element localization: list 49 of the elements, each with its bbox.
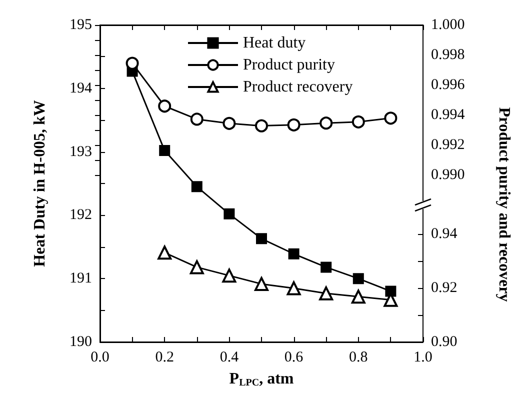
x-tick-label: 0.6 (284, 350, 304, 366)
y-tick-label: 195 (70, 17, 92, 33)
x-tick-label: 0.0 (90, 350, 110, 366)
point (287, 118, 300, 132)
y2-tick-label: 0.992 (431, 137, 465, 154)
point (222, 268, 236, 283)
point (352, 115, 365, 128)
x-tick-label: 1.0 (414, 350, 432, 366)
point (224, 208, 235, 220)
y-tick-label: 191 (70, 270, 92, 287)
point (384, 112, 398, 125)
y2-tick-label: 0.996 (431, 77, 466, 94)
y-tick-label: 194 (70, 80, 92, 96)
point (320, 116, 333, 130)
point (126, 56, 139, 70)
y2-tick-label: 1.000 (431, 17, 465, 33)
y-axis-title: Heat Duty in H-005, kW (32, 100, 48, 267)
y2-tick-label: 0.998 (431, 47, 465, 64)
point (158, 100, 172, 113)
y2-axis-title: Product purity and recovery (496, 107, 512, 302)
legend-label: Product recovery (243, 78, 353, 96)
x-tick-label: 0.2 (155, 350, 174, 366)
point (190, 112, 204, 126)
point (351, 290, 366, 304)
point (319, 286, 334, 300)
point (222, 116, 236, 130)
y3-tick-label: 0.90 (431, 334, 458, 350)
point (255, 119, 268, 132)
legend-label: Product purity (243, 56, 335, 74)
point (254, 276, 268, 291)
point (191, 181, 202, 192)
point (286, 281, 301, 296)
x-tick-label: 0.4 (220, 350, 240, 366)
y3-tick-label: 0.92 (431, 280, 458, 296)
legend-label: Heat duty (243, 34, 306, 52)
point (190, 260, 204, 274)
y2-tick-label: 0.990 (431, 167, 465, 184)
point (352, 273, 364, 284)
y-tick-label: 192 (70, 207, 92, 224)
point (288, 248, 300, 260)
point (256, 233, 267, 244)
y-tick-label: 193 (70, 144, 92, 160)
point (320, 262, 332, 273)
point (159, 145, 170, 156)
y2-tick-label: 0.994 (431, 107, 466, 124)
y-tick-label: 190 (70, 334, 92, 350)
x-tick-label: 0.8 (349, 350, 368, 366)
y3-tick-label: 0.94 (431, 226, 458, 242)
point (158, 246, 172, 260)
